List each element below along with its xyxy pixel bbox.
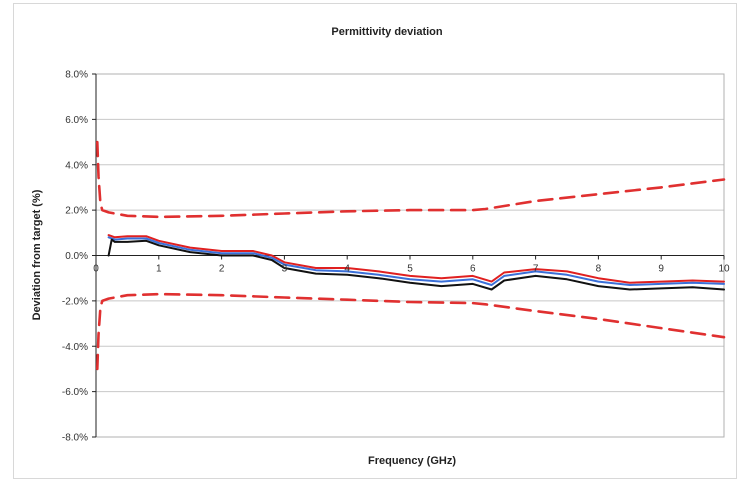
x-tick-label: 9: [658, 264, 664, 275]
x-axis-label: Frequency (GHz): [368, 455, 456, 467]
x-tick-label: 2: [219, 264, 225, 275]
tick-labels: 8.0% 6.0% 4.0% 2.0% 0.0% -2.0% -4.0% -6.0% -8.0%…: [62, 70, 730, 444]
series-line-4: [107, 236, 725, 286]
x-tick-label: 6: [470, 264, 476, 275]
x-tick-label: 8: [596, 264, 602, 275]
x-tick-label: 3: [282, 264, 288, 275]
chart-title: Permittivity deviation: [331, 26, 443, 38]
series-line-5: [107, 238, 725, 291]
series-line-2: [96, 292, 726, 371]
x-tick-label: 7: [533, 264, 539, 275]
y-tick-label: 4.0%: [65, 160, 88, 171]
x-tick-label: 10: [718, 264, 730, 275]
y-tick-label: -6.0%: [62, 387, 88, 398]
x-tick-label: 0: [93, 264, 99, 275]
y-tick-label: 2.0%: [65, 206, 88, 217]
x-tick-label: 4: [344, 264, 350, 275]
y-axis-label: Deviation from target (%): [31, 189, 43, 320]
y-tick-label: 8.0%: [65, 70, 88, 81]
y-tick-label: -2.0%: [62, 296, 88, 307]
series-lines: [96, 140, 726, 371]
y-tick-label: -8.0%: [62, 433, 88, 444]
series-line-1: [96, 140, 726, 219]
x-tick-label: 5: [407, 264, 413, 275]
y-tick-label: 0.0%: [65, 251, 88, 262]
y-tick-label: 6.0%: [65, 115, 88, 126]
y-tick-label: -4.0%: [62, 342, 88, 353]
x-tick-label: 1: [156, 264, 162, 275]
series-line-3: [107, 234, 725, 284]
axes: [92, 73, 725, 438]
